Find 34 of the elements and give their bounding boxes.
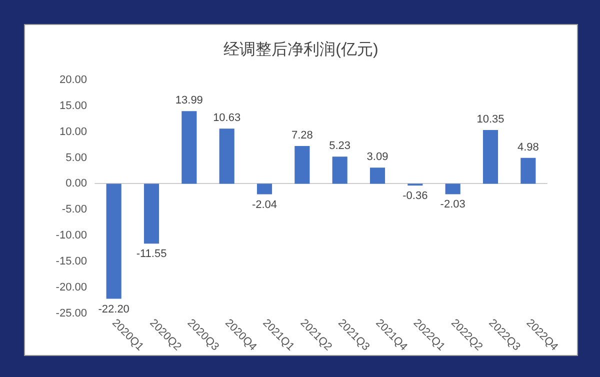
- data-label: 3.09: [366, 151, 388, 164]
- data-label: -22.20: [98, 303, 130, 316]
- y-tick-label: -20.00: [56, 281, 87, 294]
- data-label: 5.23: [329, 140, 351, 152]
- data-label: -11.55: [136, 248, 167, 260]
- bar: [182, 111, 197, 184]
- data-label: 10.35: [476, 114, 504, 126]
- bar: [482, 130, 498, 184]
- data-label: 7.28: [291, 129, 313, 142]
- bar: [144, 184, 160, 244]
- y-tick-label: -10.00: [56, 230, 87, 242]
- y-tick-label: -25.00: [56, 307, 87, 320]
- y-tick-label: 5.00: [66, 152, 87, 164]
- y-tick-label: 0.00: [66, 178, 87, 190]
- data-label: 13.99: [175, 94, 203, 107]
- chart-title: 经调整后净利润(亿元): [224, 40, 378, 58]
- bar: [294, 146, 310, 184]
- bar: [256, 184, 272, 194]
- y-tick-label: 20.00: [59, 74, 87, 86]
- y-tick-label: -15.00: [56, 255, 87, 268]
- bar: [370, 168, 386, 184]
- data-label: 10.63: [213, 112, 241, 124]
- data-label: 4.98: [517, 141, 539, 154]
- bar: [445, 184, 460, 194]
- bar: [219, 128, 234, 184]
- data-label: -2.04: [252, 198, 278, 211]
- data-label: -2.03: [440, 198, 466, 211]
- y-tick-label: -5.00: [62, 204, 87, 216]
- bar: [520, 158, 536, 184]
- data-label: -0.36: [402, 190, 428, 202]
- bar: [332, 156, 348, 184]
- y-tick-label: 15.00: [59, 100, 87, 112]
- bar: [106, 184, 122, 299]
- y-tick-label: 10.00: [59, 126, 87, 138]
